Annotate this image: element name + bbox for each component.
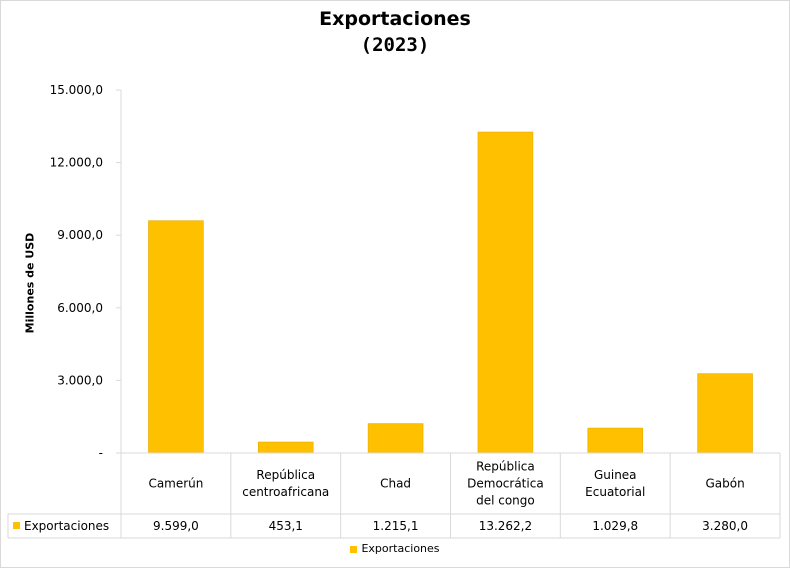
legend: Exportaciones [0, 542, 790, 555]
category-label: Chad [380, 477, 411, 491]
y-axis: - 3.000,0 6.000,0 9.000,0 12.000,0 15.000,0 [50, 83, 122, 460]
y-tick-label: - [99, 446, 103, 460]
category-label: República Democrática del congo [467, 460, 544, 508]
table-value-label: 13.262,2 [479, 519, 532, 533]
category-label: República centroafricana [242, 468, 329, 499]
category-label-line: República [476, 460, 535, 474]
table-value-label: 3.280,0 [702, 519, 748, 533]
table-value-label: 1.215,1 [373, 519, 419, 533]
bar [367, 423, 424, 454]
category-label-line: centroafricana [242, 485, 329, 499]
chart-subtitle: (2023) [360, 34, 430, 56]
category-label-line: República [256, 468, 315, 482]
y-tick-label: 3.000,0 [57, 373, 103, 387]
category-label: Gabón [705, 477, 744, 491]
bar [697, 373, 753, 454]
bar [148, 220, 204, 454]
table-value-label: 453,1 [269, 519, 303, 533]
bar [477, 131, 534, 454]
data-table: Camerún República centroafricana Chad Repúbl… [7, 452, 781, 539]
bar [587, 427, 644, 454]
table-legend-swatch [13, 522, 20, 529]
category-label-line: Ecuatorial [585, 485, 645, 499]
y-tick-label: 12.000,0 [50, 156, 103, 170]
category-label-line: Guinea [594, 468, 637, 482]
table-value-label: 9.599,0 [153, 519, 199, 533]
bar [257, 441, 314, 454]
category-label-line: Gabón [705, 477, 744, 491]
legend-label: Exportaciones [361, 542, 440, 555]
legend-swatch [350, 545, 358, 553]
category-label-line: Democrática [467, 477, 544, 491]
table-value-label: 1.029,8 [592, 519, 638, 533]
y-tick-label: 15.000,0 [50, 83, 103, 97]
category-label: Camerún [148, 477, 203, 491]
category-label-line: del congo [476, 494, 535, 508]
y-tick-label: 6.000,0 [57, 301, 103, 315]
y-tick-label: 9.000,0 [57, 228, 103, 242]
category-label: Guinea Ecuatorial [585, 468, 645, 499]
chart-title: Exportaciones [319, 8, 471, 30]
category-label-line: Chad [380, 477, 411, 491]
bars [148, 131, 753, 454]
table-series-label: Exportaciones [24, 519, 109, 533]
category-label-line: Camerún [148, 477, 203, 491]
